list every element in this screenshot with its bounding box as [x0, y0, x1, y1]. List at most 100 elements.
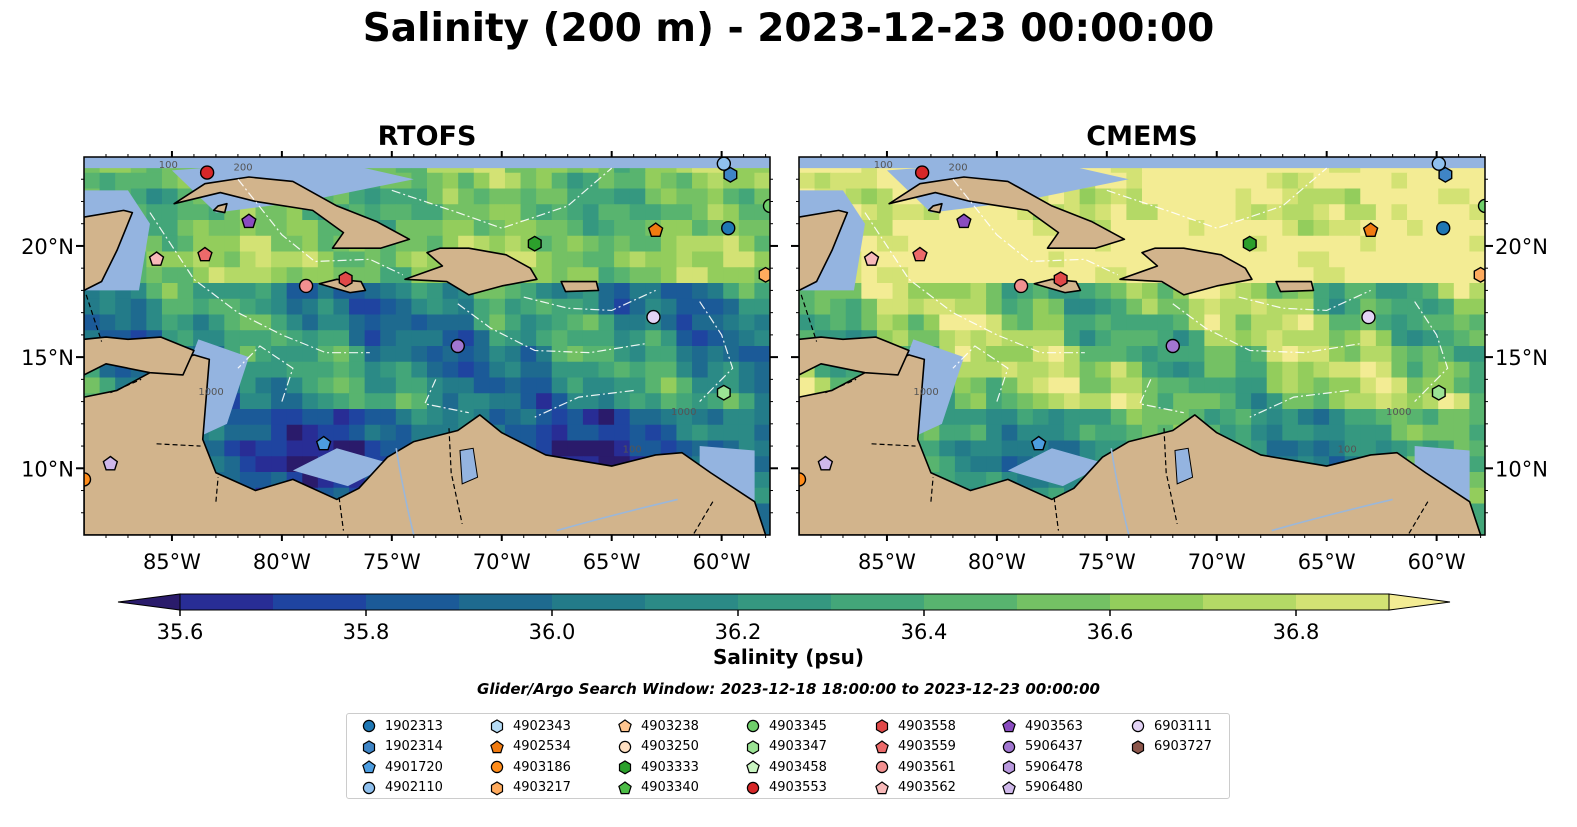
colorbar-frame [179, 593, 1390, 611]
land-island [1119, 247, 1253, 296]
country-border [825, 378, 857, 394]
legend-marker-icon [746, 719, 760, 733]
colorbar-segment [180, 594, 274, 610]
legend-item-4901720: 4901720 [361, 758, 443, 776]
legend-item-6903727: 6903727 [1130, 738, 1212, 756]
legend-label: 4903333 [641, 759, 699, 775]
legend-item-4903553: 4903553 [745, 779, 827, 797]
float-6903111-marker [1361, 309, 1376, 325]
colorbar-segment [831, 594, 925, 610]
contour-label: 1000 [913, 387, 938, 398]
colorbar-tick-label: 36.2 [715, 620, 762, 644]
eez-boundary [699, 301, 734, 403]
land-island [173, 176, 411, 249]
colorbar-segment [738, 594, 832, 610]
legend-item-1902313: 1902313 [361, 717, 443, 735]
lon-tick-label: 70°W [473, 550, 531, 574]
shelf-area [292, 448, 392, 487]
legend-item-4902343: 4902343 [489, 717, 571, 735]
country-border [338, 497, 345, 531]
legend-marker-icon [875, 719, 889, 734]
legend-marker-icon [875, 739, 889, 753]
legend-item-4902110: 4902110 [361, 779, 443, 797]
lat-tick-label: 15°N [1495, 346, 1548, 370]
contour-label: 200 [949, 162, 968, 173]
legend-marker-icon [746, 760, 760, 774]
legend-item-4903559: 4903559 [874, 738, 956, 756]
figure-title: Salinity (200 m) - 2023-12-23 00:00:00 [362, 6, 1215, 51]
float-4902534-marker [647, 222, 664, 238]
colorbar-label: Salinity (psu) [712, 645, 864, 669]
lat-tick-label: 10°N [21, 457, 74, 481]
panel-title-cmems: CMEMS [1086, 121, 1198, 152]
float-4903347-marker [716, 384, 731, 401]
legend-marker-icon [490, 760, 504, 774]
legend-label: 5906480 [1025, 780, 1083, 795]
legend-item-5906478: 5906478 [1001, 758, 1083, 776]
country-border [800, 294, 818, 342]
float-4903562-marker [863, 251, 880, 266]
legend-label: 4903345 [769, 718, 827, 734]
lat-tick-label: 20°N [1495, 235, 1548, 259]
legend-marker-icon [1002, 740, 1016, 753]
legend-marker-icon [362, 719, 376, 733]
legend-label: 4903559 [898, 739, 956, 754]
lat-tick-label: 20°N [21, 235, 74, 259]
colorbar-tick-label: 35.6 [157, 620, 204, 644]
colorbar-segment [924, 594, 1018, 610]
legend-marker-icon [490, 719, 504, 734]
float-6903111-marker [646, 309, 661, 325]
lon-tick-label: 75°W [1078, 550, 1136, 574]
eez-boundary [1138, 379, 1184, 414]
river [1271, 498, 1393, 532]
lon-tick-label: 70°W [1188, 550, 1246, 574]
legend-marker-icon [490, 780, 504, 795]
eez-boundary [457, 303, 645, 354]
float-4903561-marker [1013, 278, 1029, 294]
float-4903562-marker [148, 251, 165, 266]
contour-label: 100 [623, 445, 642, 456]
contour-label: 100 [1338, 445, 1357, 456]
land-island [1033, 278, 1082, 294]
eez-boundary [423, 379, 469, 414]
float-4903558-marker [338, 271, 353, 288]
float-1902313-marker [1436, 220, 1451, 236]
contour-label: 1000 [671, 407, 696, 418]
colorbar-tick-label: 35.8 [343, 620, 390, 644]
eez-boundary [237, 345, 294, 402]
lat-tick-label: 15°N [21, 346, 74, 370]
float-4903561-marker [298, 278, 314, 294]
legend-label: 6903111 [1154, 718, 1212, 734]
float-4903186-marker [799, 472, 807, 487]
legend-marker-icon [618, 719, 632, 733]
float-5906480-marker [102, 455, 119, 471]
land-island [560, 280, 600, 293]
land-island [927, 202, 943, 214]
colorbar-tick-label: 36.6 [1087, 620, 1134, 644]
eez-boundary [952, 178, 1119, 276]
country-border [215, 477, 219, 502]
legend-label: 4902343 [513, 718, 571, 734]
float-4903553-marker [199, 165, 215, 180]
eez-boundary [1238, 289, 1371, 312]
eez-boundary [1414, 301, 1449, 403]
legend-item-4903238: 4903238 [617, 717, 699, 735]
colorbar-segment [552, 594, 646, 610]
legend-marker-icon [875, 780, 889, 794]
eez-boundary [523, 289, 656, 312]
country-border [1053, 497, 1060, 531]
river [395, 448, 415, 535]
country-border [930, 477, 934, 502]
float-1902314-marker [723, 166, 738, 183]
legend-marker-icon [362, 739, 376, 754]
legend-label: 4903563 [1025, 718, 1083, 734]
lon-tick-label: 80°W [968, 550, 1026, 574]
legend-marker-icon [618, 740, 632, 753]
country-border [871, 443, 916, 447]
land-island [84, 336, 195, 376]
legend-label: 4903561 [898, 759, 956, 775]
colorbar-segment [1296, 594, 1390, 610]
float-5906480-marker [817, 455, 834, 471]
legend-marker-icon [1002, 760, 1016, 775]
